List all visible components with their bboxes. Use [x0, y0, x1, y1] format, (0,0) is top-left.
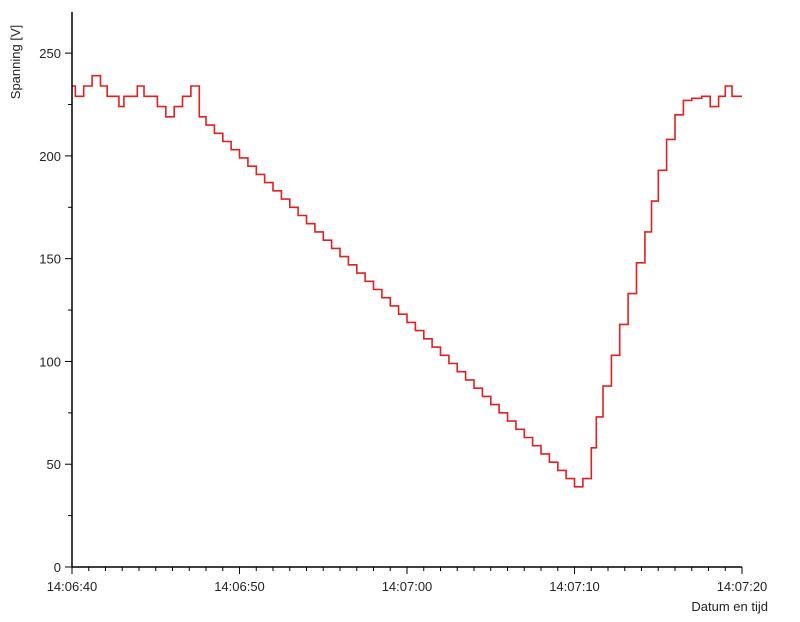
x-tick-label: 14:07:20: [717, 579, 768, 594]
y-tick-label: 0: [54, 560, 61, 575]
x-axis-title: Datum en tijd: [691, 599, 768, 614]
y-axis-title: Spanning [V]: [8, 25, 23, 99]
y-tick-label: 100: [39, 354, 61, 369]
y-tick-label: 50: [47, 457, 61, 472]
y-axis-ticks: 0 50 100 150 200 250: [39, 46, 72, 575]
x-tick-label: 14:07:00: [382, 579, 433, 594]
x-axis-ticks: 14:06:40 14:06:50 14:07:00 14:07:10 14:07:20: [47, 567, 768, 594]
y-tick-label: 150: [39, 252, 61, 267]
series-layer: [72, 74, 742, 488]
y-tick-label: 250: [39, 46, 61, 61]
x-tick-label: 14:07:10: [549, 579, 600, 594]
voltage-series-line: [72, 74, 742, 488]
x-tick-label: 14:06:50: [214, 579, 265, 594]
y-tick-label: 200: [39, 149, 61, 164]
x-tick-label: 14:06:40: [47, 579, 98, 594]
